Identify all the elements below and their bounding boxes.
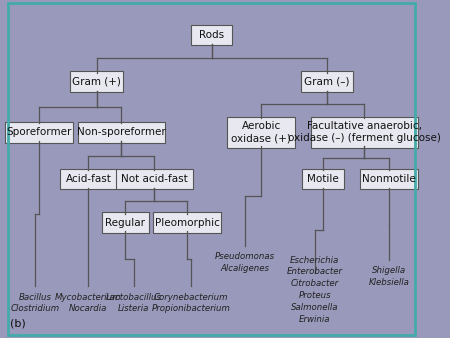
Text: Pleomorphic: Pleomorphic — [155, 218, 220, 227]
Text: Gram (+): Gram (+) — [72, 77, 121, 87]
Text: Sporeformer: Sporeformer — [6, 127, 72, 137]
FancyBboxPatch shape — [70, 71, 123, 92]
Text: Pseudomonas
Alcaligenes: Pseudomonas Alcaligenes — [215, 252, 275, 273]
Text: Rods: Rods — [199, 30, 225, 40]
Text: Lactobacillus
Listeria: Lactobacillus Listeria — [106, 293, 162, 313]
FancyBboxPatch shape — [60, 169, 117, 189]
Text: Facultative anaerobic,
oxidase (–) (ferment glucose): Facultative anaerobic, oxidase (–) (ferm… — [288, 121, 441, 143]
Text: Non-sporeformer: Non-sporeformer — [77, 127, 166, 137]
FancyBboxPatch shape — [227, 117, 295, 148]
Text: Mycobacterium
Nocardia: Mycobacterium Nocardia — [55, 293, 122, 313]
FancyBboxPatch shape — [153, 212, 221, 233]
Text: Aerobic
oxidase (+): Aerobic oxidase (+) — [231, 121, 291, 143]
FancyBboxPatch shape — [116, 169, 193, 189]
FancyBboxPatch shape — [302, 169, 344, 189]
Text: Bacillus
Clostridium: Bacillus Clostridium — [10, 293, 59, 313]
Text: Motile: Motile — [307, 174, 339, 184]
Text: Acid-fast: Acid-fast — [66, 174, 112, 184]
FancyBboxPatch shape — [5, 122, 73, 143]
Text: Regular: Regular — [105, 218, 145, 227]
FancyBboxPatch shape — [102, 212, 149, 233]
FancyBboxPatch shape — [310, 117, 418, 148]
FancyBboxPatch shape — [360, 169, 418, 189]
Text: Escherichia
Enterobacter
Citrobacter
Proteus
Salmonella
Erwinia: Escherichia Enterobacter Citrobacter Pro… — [287, 256, 343, 324]
Text: Nonmotile: Nonmotile — [362, 174, 416, 184]
FancyBboxPatch shape — [78, 122, 165, 143]
Text: Gram (–): Gram (–) — [304, 77, 350, 87]
FancyBboxPatch shape — [191, 25, 232, 45]
Text: Corynebacterium
Propionibacterium: Corynebacterium Propionibacterium — [152, 293, 231, 313]
Text: (b): (b) — [10, 318, 26, 329]
Text: Not acid-fast: Not acid-fast — [121, 174, 188, 184]
Text: Shigella
Klebsiella: Shigella Klebsiella — [368, 266, 409, 287]
FancyBboxPatch shape — [301, 71, 353, 92]
